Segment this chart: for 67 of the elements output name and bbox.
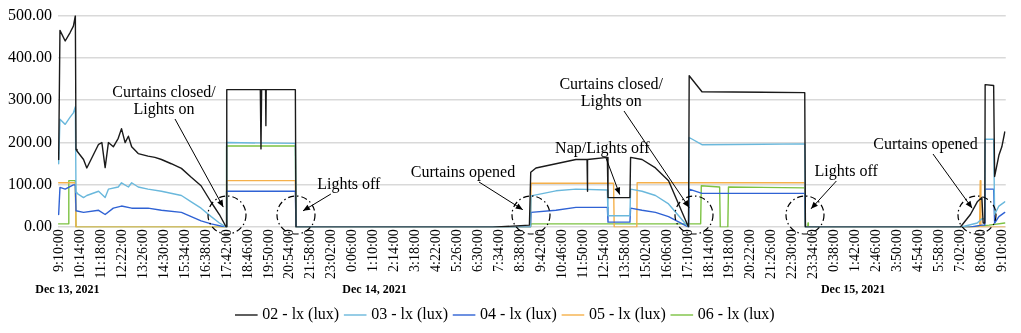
x-tick-label: 5:58:00	[930, 229, 946, 272]
x-tick-label: 9:42:00	[532, 229, 548, 272]
text: Dec 14, 2021	[342, 282, 407, 297]
y-tick-label: 400.00	[8, 48, 52, 66]
x-tick-label: 21:26:00	[763, 229, 779, 279]
x-tick-label: 17:10:00	[679, 229, 695, 279]
x-tick-label: 2:14:00	[386, 229, 402, 272]
x-tick-label: 15:02:00	[637, 229, 653, 279]
x-tick-label: 7:02:00	[951, 229, 967, 272]
legend-label: 05 - lx (lux)	[588, 305, 666, 324]
x-tick-label: 1:10:00	[365, 229, 381, 272]
x-tick-label: 3:50:00	[889, 229, 905, 272]
x-tick-label: 4:54:00	[910, 229, 926, 272]
x-tick-label: 0:06:00	[344, 229, 360, 272]
x-tick-label: 18:14:00	[700, 229, 716, 279]
x-tick-label: 3:18:00	[407, 229, 423, 272]
x-tick-label: 12:22:00	[113, 229, 129, 279]
x-tick-label: 17:42:00	[218, 229, 234, 279]
annotation: Lights off	[317, 174, 381, 192]
y-tick-label: 200.00	[8, 132, 52, 150]
annotation: Curtains closed/ Lights on	[112, 83, 216, 118]
text: Dec 15, 2021	[820, 282, 886, 297]
x-tick-label: 7:34:00	[490, 229, 506, 272]
x-tick-label: 11:50:00	[574, 229, 590, 279]
x-tick-label: 19:18:00	[721, 229, 737, 279]
x-tick-label: 9:10:00	[993, 229, 1009, 272]
annotation: Lights off	[814, 161, 878, 179]
x-tick-label: 8:06:00	[972, 229, 988, 272]
x-tick-label: 0:38:00	[826, 229, 842, 272]
annotation: Curtains opened	[873, 134, 978, 152]
x-tick-label: 10:14:00	[71, 229, 87, 279]
x-tick-label: 23:02:00	[323, 229, 339, 279]
annotation: Nap/Lights off	[555, 138, 650, 156]
x-tick-label: 2:46:00	[868, 229, 884, 272]
x-tick-label: 5:26:00	[449, 229, 465, 272]
x-tick-label: 14:30:00	[155, 229, 171, 279]
x-tick-label: 12:54:00	[595, 229, 611, 279]
text: Dec 13, 2021	[35, 282, 100, 297]
x-tick-label: 20:22:00	[742, 229, 758, 279]
x-tick-label: 22:30:00	[784, 229, 800, 279]
x-tick-label: 9:10:00	[50, 229, 66, 272]
y-tick-label: 300.00	[8, 90, 52, 108]
x-tick-label: 21:58:00	[302, 229, 318, 279]
y-tick-label: 100.00	[8, 175, 52, 193]
annotation: Curtains opened	[410, 163, 516, 181]
legend-label: 06 - lx (lux)	[697, 305, 775, 324]
x-tick-label: 13:26:00	[134, 229, 150, 279]
x-tick-label: 10:46:00	[553, 229, 569, 279]
y-tick-label: 500.00	[8, 5, 52, 23]
x-tick-label: 19:50:00	[260, 229, 276, 279]
x-tick-label: 11:18:00	[92, 229, 108, 279]
x-tick-label: 20:54:00	[281, 229, 297, 279]
x-tick-label: 6:30:00	[470, 229, 486, 272]
y-tick-label: 0.00	[24, 217, 52, 235]
x-tick-label: 4:22:00	[428, 229, 444, 272]
legend-label: 02 - lx (lux)	[262, 305, 340, 324]
x-tick-label: 13:58:00	[616, 229, 632, 279]
x-tick-label: 16:38:00	[197, 229, 213, 279]
legend-label: 03 - lx (lux)	[371, 305, 449, 324]
x-tick-label: 15:34:00	[176, 229, 192, 279]
x-tick-label: 16:06:00	[658, 229, 674, 279]
x-tick-label: 8:38:00	[511, 229, 527, 272]
legend-label: 04 - lx (lux)	[480, 305, 557, 324]
x-tick-label: 1:42:00	[847, 229, 863, 272]
x-tick-label: 18:46:00	[239, 229, 255, 279]
annotation: Curtains closed/ Lights on	[559, 75, 663, 110]
x-tick-label: 23:34:00	[805, 229, 821, 279]
